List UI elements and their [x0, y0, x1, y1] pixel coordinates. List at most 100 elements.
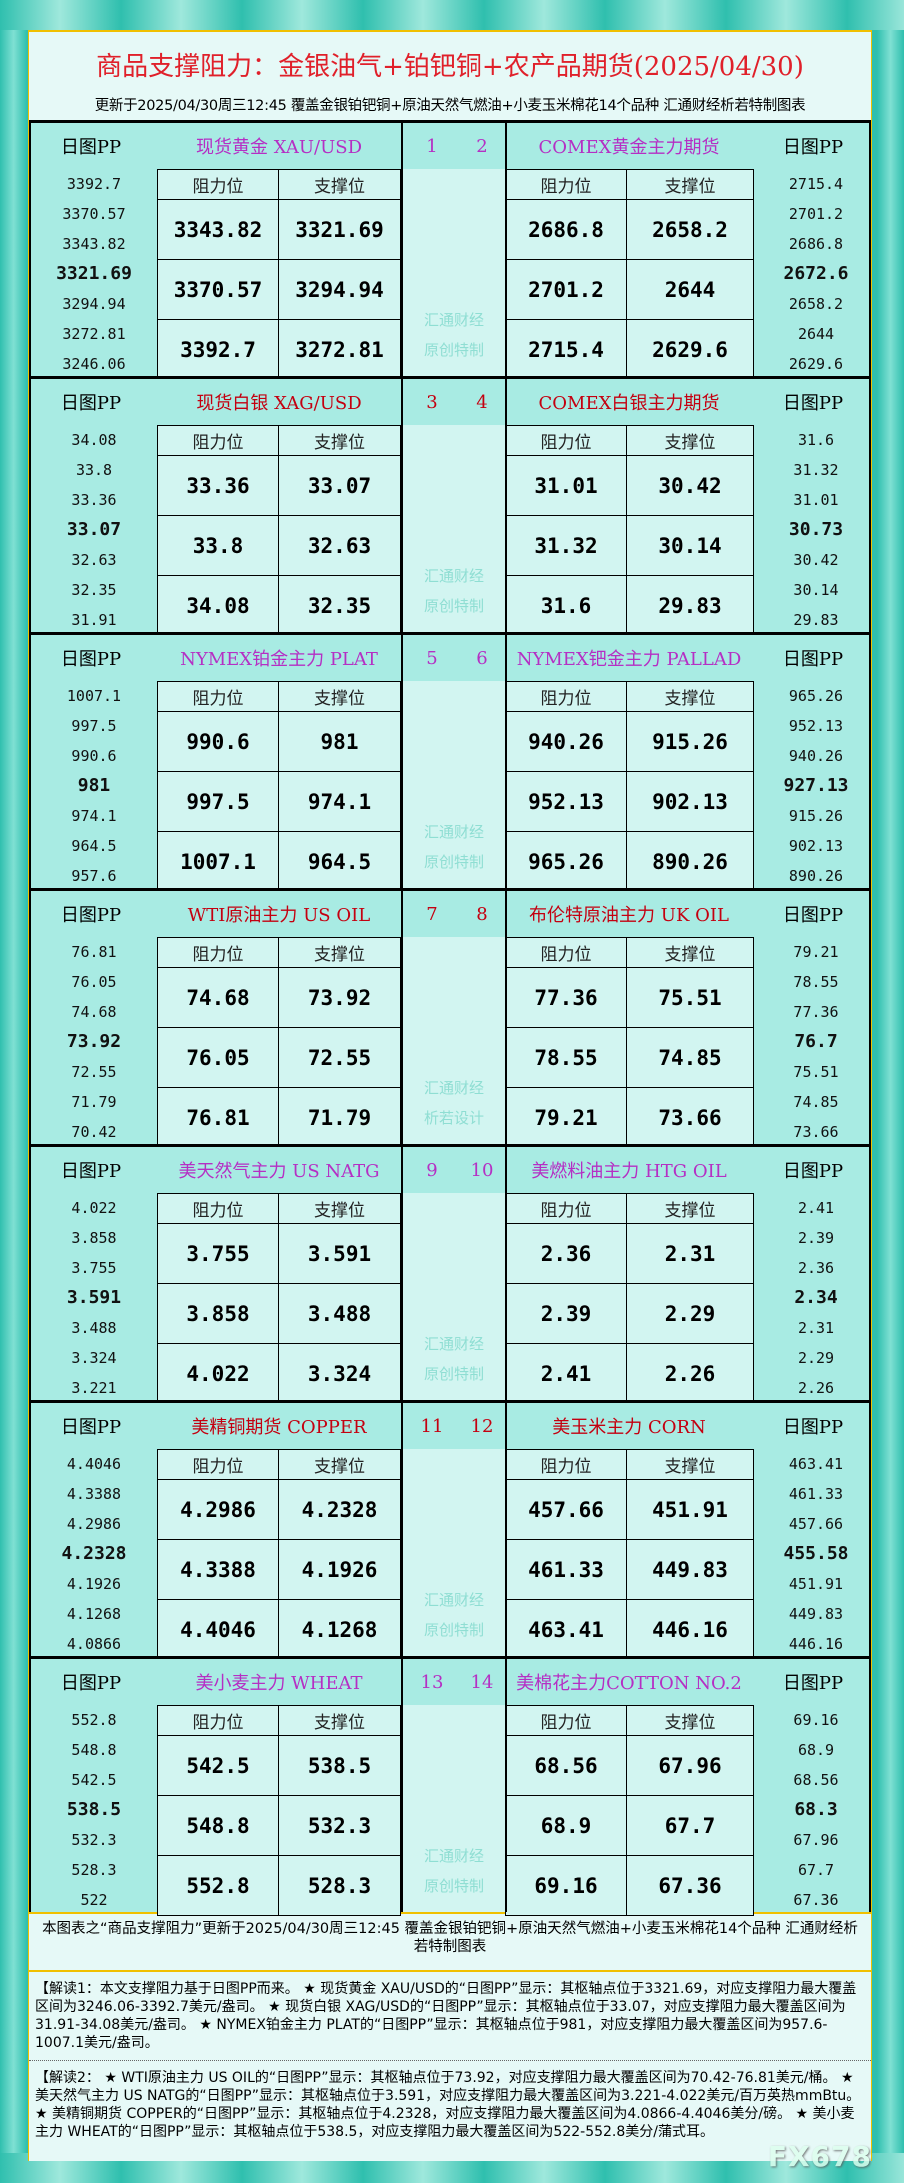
pp-level: 461.33 [788, 1485, 844, 1503]
title-box: 商品支撑阻力：金银油气+铂钯铜+农产品期货(2025/04/30) 更新于202… [29, 30, 871, 120]
instrument-number: 7 [426, 903, 438, 925]
instrument-name: COMEX白银主力期货 [538, 393, 720, 414]
support-value: 981 [278, 711, 401, 772]
support-value: 902.13 [626, 771, 754, 832]
resistance-value: 77.36 [505, 967, 627, 1028]
pp-level: 3.488 [71, 1319, 117, 1337]
support-value: 446.16 [626, 1599, 754, 1660]
support-value: 72.55 [278, 1027, 401, 1088]
resistance-value: 31.32 [505, 515, 627, 576]
pp-level: 2.36 [797, 1259, 835, 1277]
pp-header: 日图PP [782, 1673, 844, 1694]
watermark-text: 原创特制 [423, 1365, 484, 1383]
pp-header: 日图PP [60, 1161, 122, 1182]
pp-level: 890.26 [788, 867, 844, 885]
instrument-name: 美棉花主力COTTON NO.2 [516, 1673, 742, 1694]
resistance-value: 31.6 [505, 575, 627, 636]
pp-level: 3.858 [71, 1229, 117, 1247]
watermark-text: 汇通财经 [423, 567, 484, 585]
pp-level: 4.1268 [66, 1605, 122, 1623]
instrument-name: 美精铜期货 COPPER [191, 1417, 367, 1438]
instrument-number: 2 [476, 135, 488, 157]
pp-level: 2686.8 [788, 235, 844, 253]
pp-header: 日图PP [60, 393, 122, 414]
pivot-point: 981 [77, 775, 111, 796]
support-value: 74.85 [626, 1027, 754, 1088]
resistance-value: 4.022 [157, 1343, 279, 1404]
resistance-value: 3370.57 [157, 259, 279, 320]
resistance-value: 74.68 [157, 967, 279, 1028]
pp-level: 4.3388 [66, 1485, 122, 1503]
support-value: 2658.2 [626, 199, 754, 260]
pp-level: 528.3 [71, 1861, 117, 1879]
support-value: 890.26 [626, 831, 754, 892]
pp-level: 902.13 [788, 837, 844, 855]
watermark-text: 汇通财经 [423, 823, 484, 841]
support-header: 支撑位 [278, 937, 401, 968]
top-decor-band [0, 0, 904, 30]
pp-levels-list: 69.16 68.9 68.56 68.3 67.96 67.7 67.36 [753, 1705, 879, 1915]
support-header: 支撑位 [278, 1705, 401, 1736]
middle-column: 汇通财经 原创特制 [401, 425, 507, 632]
resistance-value: 3.858 [157, 1283, 279, 1344]
pp-level: 3294.94 [62, 295, 126, 313]
pivot-point: 2.34 [794, 1287, 838, 1308]
instrument-name: 美小麦主力 WHEAT [195, 1673, 363, 1694]
pp-level: 29.83 [793, 611, 839, 629]
support-value: 71.79 [278, 1087, 401, 1148]
resistance-header: 阻力位 [157, 681, 279, 712]
instrument-name: 布伦特原油主力 UK OIL [529, 905, 729, 926]
pp-level: 67.96 [793, 1831, 839, 1849]
resistance-header: 阻力位 [505, 1705, 627, 1736]
pp-level: 4.0866 [66, 1635, 122, 1653]
instrument-number: 4 [476, 391, 488, 413]
pp-level: 990.6 [71, 747, 117, 765]
pp-level: 67.7 [797, 1861, 835, 1879]
support-value: 2.31 [626, 1223, 754, 1284]
pp-levels-list: 31.6 31.32 31.01 30.73 30.42 30.14 29.83 [753, 425, 879, 635]
pp-level: 3392.7 [66, 175, 122, 193]
resistance-header: 阻力位 [505, 937, 627, 968]
instrument-number: 3 [426, 391, 438, 413]
instrument-number: 9 [426, 1159, 438, 1181]
support-value: 2.29 [626, 1283, 754, 1344]
pp-header: 日图PP [60, 1417, 122, 1438]
pp-level: 34.08 [71, 431, 117, 449]
support-value: 4.1926 [278, 1539, 401, 1600]
pp-level: 997.5 [71, 717, 117, 735]
pp-level: 2.31 [797, 1319, 835, 1337]
pp-level: 31.32 [793, 461, 839, 479]
resistance-value: 2.36 [505, 1223, 627, 1284]
pp-levels-list: 34.08 33.8 33.36 33.07 32.63 32.35 31.91 [31, 425, 157, 635]
support-value: 915.26 [626, 711, 754, 772]
support-header: 支撑位 [278, 1193, 401, 1224]
pivot-point: 3.591 [66, 1287, 122, 1308]
resistance-header: 阻力位 [157, 425, 279, 456]
pp-header: 日图PP [782, 649, 844, 670]
resistance-value: 548.8 [157, 1795, 279, 1856]
resistance-value: 31.01 [505, 455, 627, 516]
pp-level: 31.6 [797, 431, 835, 449]
support-value: 4.1268 [278, 1599, 401, 1660]
resistance-value: 69.16 [505, 1855, 627, 1916]
instrument-number: 10 [470, 1159, 494, 1181]
instrument-number: 6 [476, 647, 488, 669]
support-value: 2629.6 [626, 319, 754, 380]
middle-column: 汇通财经 原创特制 [401, 169, 507, 376]
pp-level: 30.42 [793, 551, 839, 569]
support-header: 支撑位 [278, 169, 401, 200]
pp-levels-list: 2715.4 2701.2 2686.8 2672.6 2658.2 2644 2629.6 [753, 169, 879, 379]
resistance-header: 阻力位 [157, 1193, 279, 1224]
resistance-header: 阻力位 [157, 1449, 279, 1480]
pp-level: 31.01 [793, 491, 839, 509]
pp-level: 3343.82 [62, 235, 126, 253]
pp-level: 3.755 [71, 1259, 117, 1277]
resistance-value: 990.6 [157, 711, 279, 772]
pp-level: 4.022 [71, 1199, 117, 1217]
pp-level: 76.81 [71, 943, 117, 961]
support-header: 支撑位 [278, 425, 401, 456]
support-value: 32.63 [278, 515, 401, 576]
support-value: 449.83 [626, 1539, 754, 1600]
pp-level: 71.79 [71, 1093, 117, 1111]
